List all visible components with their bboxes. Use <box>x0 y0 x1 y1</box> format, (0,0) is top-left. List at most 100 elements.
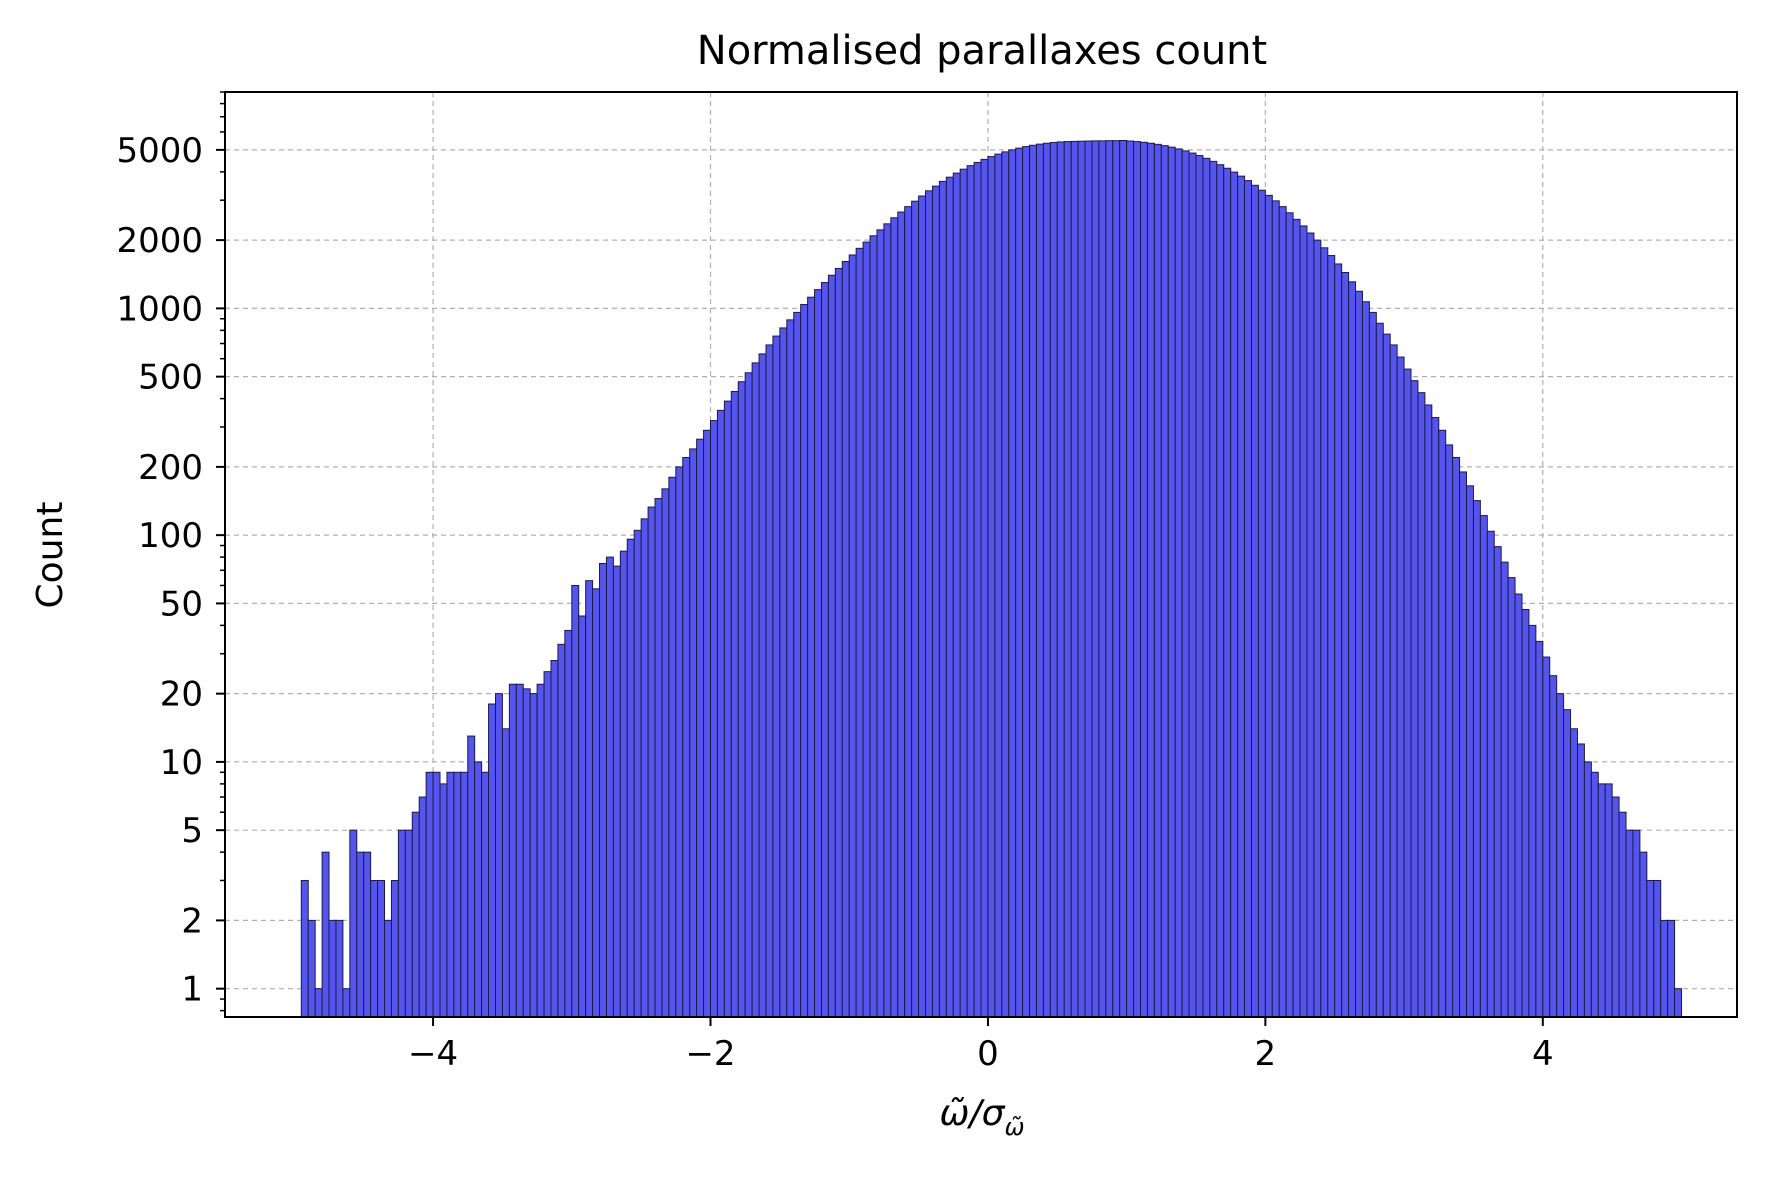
histogram-bar <box>966 165 975 1018</box>
histogram-bar <box>814 289 822 1018</box>
histogram-bar <box>418 796 427 1018</box>
histogram-bar <box>425 771 434 1018</box>
histogram-bar <box>945 176 954 1018</box>
histogram-bar <box>619 550 628 1018</box>
histogram-bar <box>1493 546 1502 1018</box>
histogram-bar <box>959 168 968 1018</box>
histogram-bar <box>1417 392 1426 1018</box>
histogram-bar <box>488 703 496 1018</box>
histogram-bar <box>904 206 913 1018</box>
histogram-bar <box>675 466 684 1018</box>
histogram-bar <box>1361 301 1370 1018</box>
histogram-bar <box>1035 143 1044 1018</box>
histogram-bar <box>626 538 635 1018</box>
histogram-bar <box>328 919 337 1018</box>
histogram-bar <box>1230 171 1239 1018</box>
histogram-bar <box>1549 675 1558 1018</box>
histogram-bar <box>1556 693 1565 1018</box>
histogram-bar <box>599 562 607 1018</box>
histogram-bar <box>751 362 760 1018</box>
histogram-bar <box>1174 148 1183 1018</box>
histogram-bar <box>536 683 545 1018</box>
x-axis-label-subscript: ω̃ <box>1004 1113 1024 1141</box>
x-axis-ticks: −4 −2 0 2 4 <box>408 1017 1554 1074</box>
y-axis-label: Count <box>30 502 71 609</box>
histogram-bar <box>1153 143 1162 1018</box>
histogram-bar <box>689 448 698 1018</box>
x-tick-label: 0 <box>977 1034 999 1074</box>
histogram-bar <box>1015 147 1024 1018</box>
histogram-bar <box>1278 206 1287 1018</box>
histogram-bar <box>1223 167 1232 1018</box>
histogram-bar <box>1424 404 1433 1018</box>
histogram-bar <box>585 580 594 1018</box>
histogram-bar <box>1063 141 1072 1018</box>
histogram-bar <box>668 476 677 1018</box>
y-tick-label: 2000 <box>116 221 203 261</box>
histogram-bar <box>1431 417 1440 1018</box>
y-tick-label: 5 <box>181 811 203 851</box>
histogram-bar <box>682 456 691 1018</box>
histogram-bar <box>1528 624 1537 1018</box>
histogram-bar <box>911 200 920 1018</box>
plot-frame <box>224 91 1738 1018</box>
y-tick-label: 500 <box>138 358 203 398</box>
histogram-bar <box>834 267 843 1018</box>
histogram-bar <box>1667 919 1676 1018</box>
histogram-bar <box>432 771 441 1018</box>
histogram-bar <box>1563 709 1572 1018</box>
histogram-bar <box>1209 160 1218 1018</box>
histogram-bar <box>314 988 323 1018</box>
histogram-bar <box>1244 180 1252 1018</box>
histogram-bar <box>640 518 649 1018</box>
histogram-bar <box>890 217 899 1018</box>
histogram-bar <box>793 311 802 1018</box>
histogram-bar <box>1618 811 1627 1018</box>
histogram-bar <box>494 693 503 1018</box>
histogram-bar <box>1632 829 1641 1018</box>
histogram-bar <box>571 584 580 1018</box>
histogram-bar <box>1341 271 1350 1018</box>
histogram-bar <box>1188 152 1197 1018</box>
histogram-bar <box>1133 141 1142 1018</box>
histogram-bar <box>855 247 864 1018</box>
chart-title: Normalised parallaxes count <box>697 28 1267 74</box>
histogram-bar <box>737 381 746 1018</box>
y-tick-label: 20 <box>160 675 203 715</box>
histogram-bar <box>1521 609 1530 1018</box>
histogram-bar <box>592 588 601 1018</box>
histogram-bar <box>1216 164 1225 1018</box>
histogram-bar <box>612 565 621 1018</box>
histogram-bar <box>1257 189 1266 1018</box>
histogram-bar <box>862 241 871 1018</box>
histogram-bar <box>578 615 587 1018</box>
histogram-bar <box>1334 263 1343 1018</box>
x-tick-label: 2 <box>1255 1034 1277 1074</box>
histogram-bar <box>654 498 663 1018</box>
histogram-bar <box>1271 200 1280 1018</box>
histogram-bar <box>765 344 774 1018</box>
histogram-bar <box>1403 368 1412 1018</box>
histogram-bar <box>543 671 552 1018</box>
x-axis-label: ω̃/σω̃ <box>939 1093 1024 1141</box>
y-tick-label: 200 <box>138 448 203 488</box>
histogram-bar <box>661 488 670 1018</box>
histogram-bar <box>1202 157 1211 1018</box>
histogram-bar <box>377 879 386 1018</box>
histogram-bar <box>335 919 344 1018</box>
histogram-bar <box>779 327 788 1018</box>
histogram-bar <box>703 429 712 1018</box>
histogram-bar <box>952 172 961 1018</box>
histogram-bar <box>1576 743 1585 1018</box>
x-tick-label: 4 <box>1532 1034 1554 1074</box>
histogram-bar <box>1022 146 1031 1018</box>
histogram-bar <box>1500 561 1509 1018</box>
histogram-bar <box>1459 471 1468 1018</box>
histogram-bar <box>716 409 725 1018</box>
y-tick-label: 100 <box>138 516 203 556</box>
histogram-bar <box>1639 851 1648 1018</box>
histogram-bar <box>1597 783 1606 1018</box>
histogram-bar <box>1056 141 1065 1018</box>
histogram-bar <box>1507 577 1516 1018</box>
